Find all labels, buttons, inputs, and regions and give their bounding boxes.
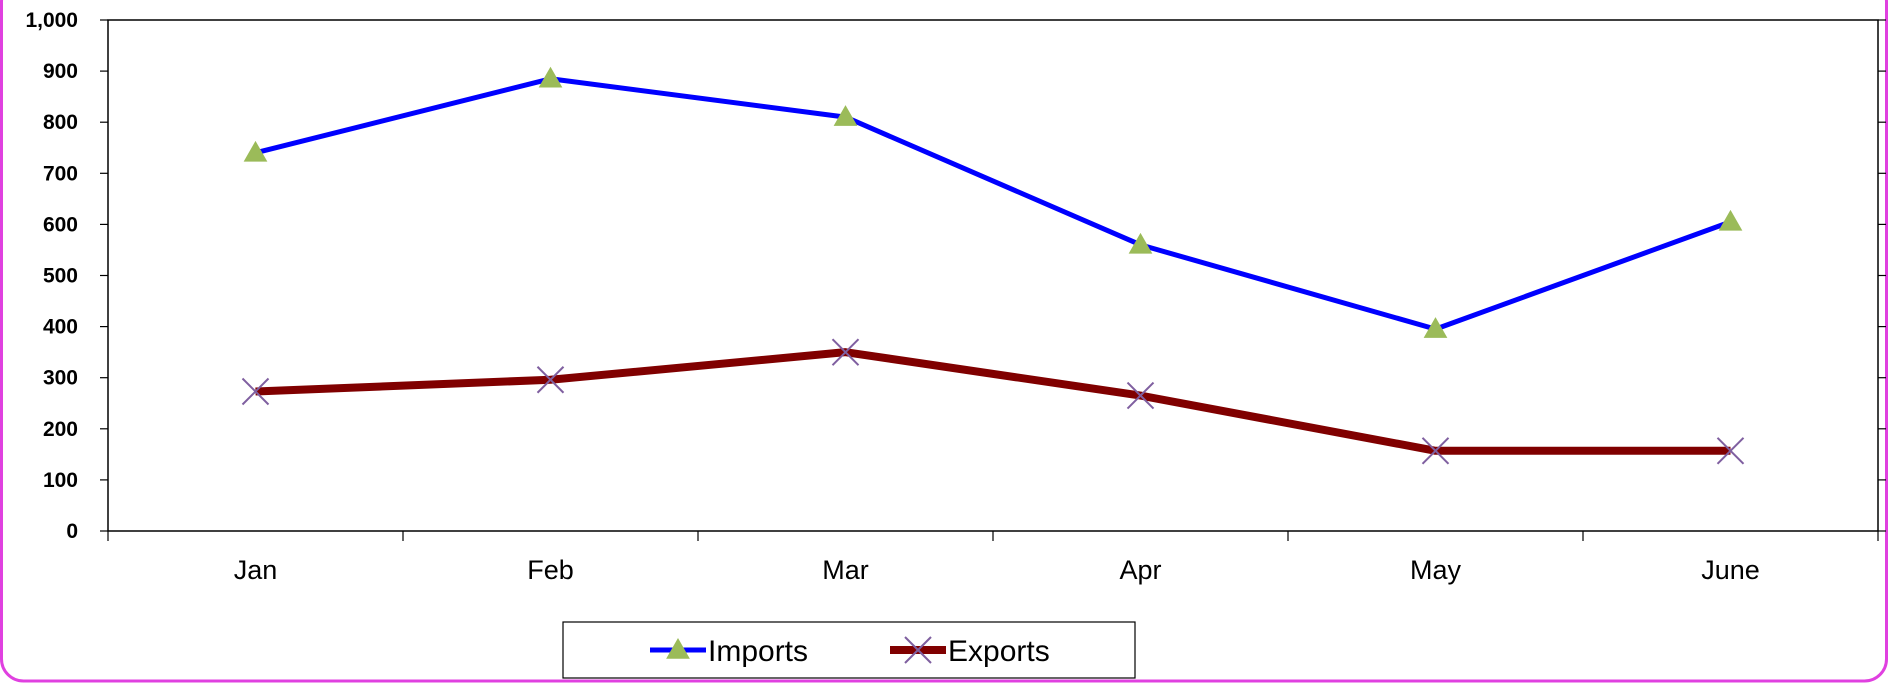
data-point xyxy=(1718,209,1743,231)
y-tick-label: 800 xyxy=(43,111,78,134)
y-tick-label: 100 xyxy=(43,469,78,492)
x-marker-stroke xyxy=(241,377,270,406)
data-point xyxy=(1126,381,1155,410)
x-marker-stroke xyxy=(1126,381,1155,410)
x-tick-label: Mar xyxy=(822,555,869,585)
y-tick-label: 900 xyxy=(43,60,78,83)
data-point xyxy=(243,140,268,162)
legend: Imports Exports xyxy=(562,621,1136,679)
legend-item-exports: Exports xyxy=(890,635,1050,668)
data-point xyxy=(538,66,563,88)
y-tick-label: 600 xyxy=(43,213,78,236)
x-axis: Jan Feb Mar Apr May June xyxy=(107,531,1879,585)
data-point xyxy=(831,338,860,366)
series-exports xyxy=(241,338,1745,465)
x-tick-label: Jan xyxy=(234,555,278,585)
x-marker-stroke xyxy=(831,338,860,366)
legend-marker xyxy=(904,636,932,664)
y-tick-label: 1,000 xyxy=(25,9,78,32)
legend-label: Exports xyxy=(948,635,1050,668)
series-line xyxy=(255,348,1731,455)
series-imports xyxy=(243,66,1743,338)
y-tick-label: 400 xyxy=(43,316,78,339)
data-point xyxy=(241,377,270,406)
legend-marker xyxy=(666,637,690,659)
x-tick-label: June xyxy=(1701,555,1760,585)
data-point xyxy=(1716,437,1745,465)
data-point xyxy=(536,366,565,394)
x-tick-label: Feb xyxy=(527,555,574,585)
y-tick-label: 300 xyxy=(43,367,78,390)
series-line xyxy=(254,76,1732,332)
legend-item-imports: Imports xyxy=(650,635,808,668)
y-tick-label: 200 xyxy=(43,418,78,441)
x-marker-stroke xyxy=(904,636,932,664)
y-tick-label: 500 xyxy=(43,265,78,288)
data-point xyxy=(1128,232,1153,254)
x-marker-stroke xyxy=(536,366,565,394)
x-marker-stroke xyxy=(1421,437,1450,465)
data-point xyxy=(833,105,858,126)
y-tick-label: 0 xyxy=(66,520,78,543)
x-tick-label: Apr xyxy=(1119,555,1161,585)
x-marker-stroke xyxy=(1716,437,1745,465)
y-axis: 0 100 200 300 400 500 600 700 800 900 1,000 xyxy=(25,9,1886,543)
data-point xyxy=(1421,437,1450,465)
y-tick-label: 700 xyxy=(43,162,78,185)
series-layer xyxy=(241,66,1745,465)
data-point xyxy=(1423,317,1448,338)
x-tick-label: May xyxy=(1410,555,1462,585)
legend-label: Imports xyxy=(708,635,808,668)
